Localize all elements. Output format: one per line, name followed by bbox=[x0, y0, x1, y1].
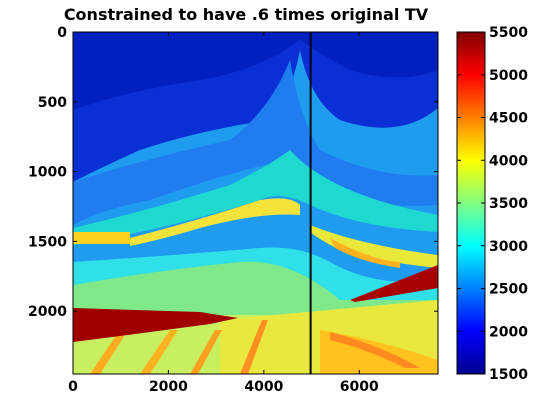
heatmap-streak-4 bbox=[240, 320, 268, 374]
colorbar-tick-label: 4000 bbox=[489, 153, 528, 169]
colorbar-tick-label: 5000 bbox=[489, 68, 528, 84]
y-tick-label: 0 bbox=[57, 25, 67, 41]
x-tick-label: 0 bbox=[68, 379, 78, 395]
heatmap-region-yellow-wedge bbox=[130, 198, 300, 246]
heatmap-salt-body-right bbox=[350, 265, 438, 302]
heatmap-region-right-orange bbox=[330, 238, 400, 268]
heatmap-region-lower-green bbox=[73, 261, 438, 315]
x-tick-label: 4000 bbox=[244, 379, 283, 395]
heatmap-region-right-yellow bbox=[310, 225, 438, 268]
chart-title: Constrained to have .6 times original TV bbox=[64, 5, 429, 24]
colorbar-tick-label: 3000 bbox=[489, 239, 528, 255]
y-tick-label: 1500 bbox=[28, 234, 67, 250]
y-axis: 0 500 1000 1500 2000 bbox=[28, 25, 438, 320]
heatmap-salt-body-left bbox=[73, 308, 238, 342]
colorbar-tick-label: 2500 bbox=[489, 282, 528, 298]
heatmap-image bbox=[73, 32, 438, 374]
x-tick-label: 2000 bbox=[149, 379, 188, 395]
colorbar-axis: 1500 2000 2500 3000 3500 4000 4500 5000 5500 bbox=[457, 25, 528, 383]
y-tick-label: 500 bbox=[38, 95, 67, 111]
y-tick-label: 1000 bbox=[28, 165, 67, 181]
colorbar-tick-label: 3500 bbox=[489, 196, 528, 212]
heatmap-region-mid-blue bbox=[73, 60, 438, 225]
colorbar-tick-label: 5500 bbox=[489, 25, 528, 41]
x-axis: 0 2000 4000 6000 bbox=[68, 32, 379, 395]
colorbar-tick-label: 1500 bbox=[489, 367, 528, 383]
heatmap-streak-2 bbox=[140, 330, 178, 374]
colorbar-tick-label: 4500 bbox=[489, 111, 528, 127]
heatmap-streak-1 bbox=[90, 330, 128, 374]
x-tick-label: 6000 bbox=[340, 379, 379, 395]
plot-frame bbox=[72, 31, 439, 375]
y-tick-label: 2000 bbox=[28, 304, 67, 320]
colorbar bbox=[456, 31, 486, 375]
heatmap-region-shallow bbox=[73, 32, 438, 110]
heatmap-region-yellow-band bbox=[73, 232, 130, 244]
heatmap-streak-3 bbox=[190, 330, 222, 374]
heatmap-region-green-band bbox=[73, 150, 438, 245]
heatmap-streak-right-orange bbox=[330, 332, 420, 368]
colorbar-tick-label: 2000 bbox=[489, 324, 528, 340]
